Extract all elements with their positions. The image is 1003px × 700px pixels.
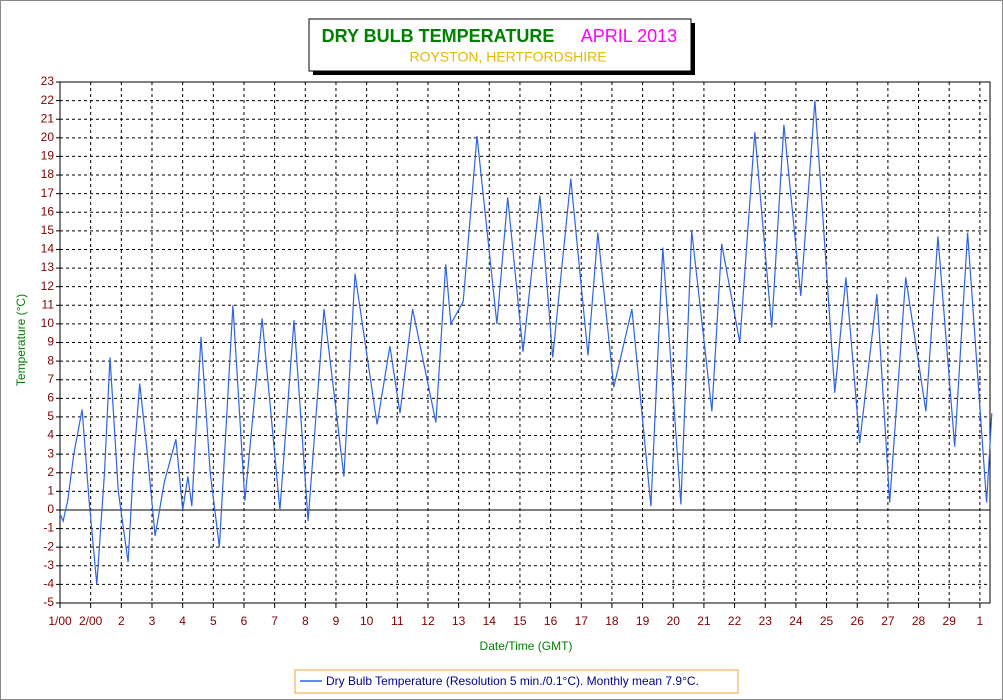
y-tick-label: 15 <box>41 223 55 237</box>
y-tick-label: 4 <box>47 428 54 442</box>
legend-label: Dry Bulb Temperature (Resolution 5 min./… <box>326 674 699 688</box>
x-tick-label: 7 <box>271 614 278 628</box>
x-tick-label: 20 <box>667 614 681 628</box>
x-tick-label: 12 <box>421 614 435 628</box>
y-tick-label: -3 <box>43 558 54 572</box>
y-tick-label: -4 <box>43 577 54 591</box>
y-tick-label: 1 <box>47 484 54 498</box>
y-tick-label: -1 <box>43 521 54 535</box>
x-tick-label: 24 <box>789 614 803 628</box>
y-tick-label: 20 <box>41 130 55 144</box>
y-tick-label: 13 <box>41 260 55 274</box>
chart-subtitle: ROYSTON, HERTFORDSHIRE <box>409 49 606 65</box>
x-tick-label: 25 <box>820 614 834 628</box>
x-tick-label: 10 <box>360 614 374 628</box>
temperature-line <box>59 100 993 585</box>
x-tick-label: 23 <box>759 614 773 628</box>
y-tick-label: 9 <box>47 335 54 349</box>
y-tick-label: 16 <box>41 204 55 218</box>
x-tick-label: 5 <box>210 614 217 628</box>
y-tick-label: 10 <box>41 316 55 330</box>
y-tick-label: -2 <box>43 539 54 553</box>
x-tick-label: 27 <box>881 614 895 628</box>
x-tick-label: 26 <box>851 614 865 628</box>
x-tick-label: 28 <box>912 614 926 628</box>
y-tick-label: 2 <box>47 465 54 479</box>
y-tick-label: 6 <box>47 390 54 404</box>
x-tick-label: 6 <box>241 614 248 628</box>
y-tick-label: 17 <box>41 186 55 200</box>
x-tick-label: 4 <box>179 614 186 628</box>
x-tick-label: 22 <box>728 614 742 628</box>
x-tick-label: 13 <box>452 614 466 628</box>
y-tick-label: 19 <box>41 149 55 163</box>
y-tick-label: 8 <box>47 353 54 367</box>
x-tick-label: 2 <box>118 614 125 628</box>
x-tick-label: 17 <box>575 614 589 628</box>
y-tick-label: 23 <box>41 74 55 88</box>
x-tick-label: 19 <box>636 614 650 628</box>
y-tick-label: 0 <box>47 502 54 516</box>
x-tick-label: 3 <box>149 614 156 628</box>
x-tick-label: 2/00 <box>79 614 103 628</box>
x-tick-label: 9 <box>333 614 340 628</box>
y-tick-label: 14 <box>41 242 55 256</box>
x-tick-label: 1/00 <box>48 614 72 628</box>
y-tick-label: 3 <box>47 446 54 460</box>
y-tick-label: 18 <box>41 167 55 181</box>
x-tick-label: 11 <box>391 614 404 628</box>
title-box <box>308 18 692 72</box>
x-tick-label: 14 <box>483 614 497 628</box>
x-tick-label: 15 <box>513 614 527 628</box>
x-tick-label: 21 <box>697 614 711 628</box>
y-tick-label: 5 <box>47 409 54 423</box>
y-tick-label: -5 <box>43 595 54 609</box>
x-tick-label: 8 <box>302 614 309 628</box>
y-tick-label: 7 <box>47 372 54 386</box>
y-tick-label: 11 <box>42 297 55 311</box>
x-tick-label: 1 <box>977 614 984 628</box>
y-tick-label: 22 <box>41 93 55 107</box>
y-tick-label: 21 <box>41 111 55 125</box>
y-tick-label: 12 <box>41 279 55 293</box>
chart-title: DRY BULB TEMPERATURE <box>322 26 555 46</box>
x-tick-label: 16 <box>544 614 558 628</box>
legend <box>294 669 739 694</box>
x-tick-label: 18 <box>605 614 619 628</box>
x-axis-title: Date/Time (GMT) <box>480 639 573 653</box>
y-axis-title: Temperature (°C) <box>14 294 28 386</box>
x-tick-label: 29 <box>943 614 957 628</box>
chart-period: APRIL 2013 <box>581 26 677 46</box>
